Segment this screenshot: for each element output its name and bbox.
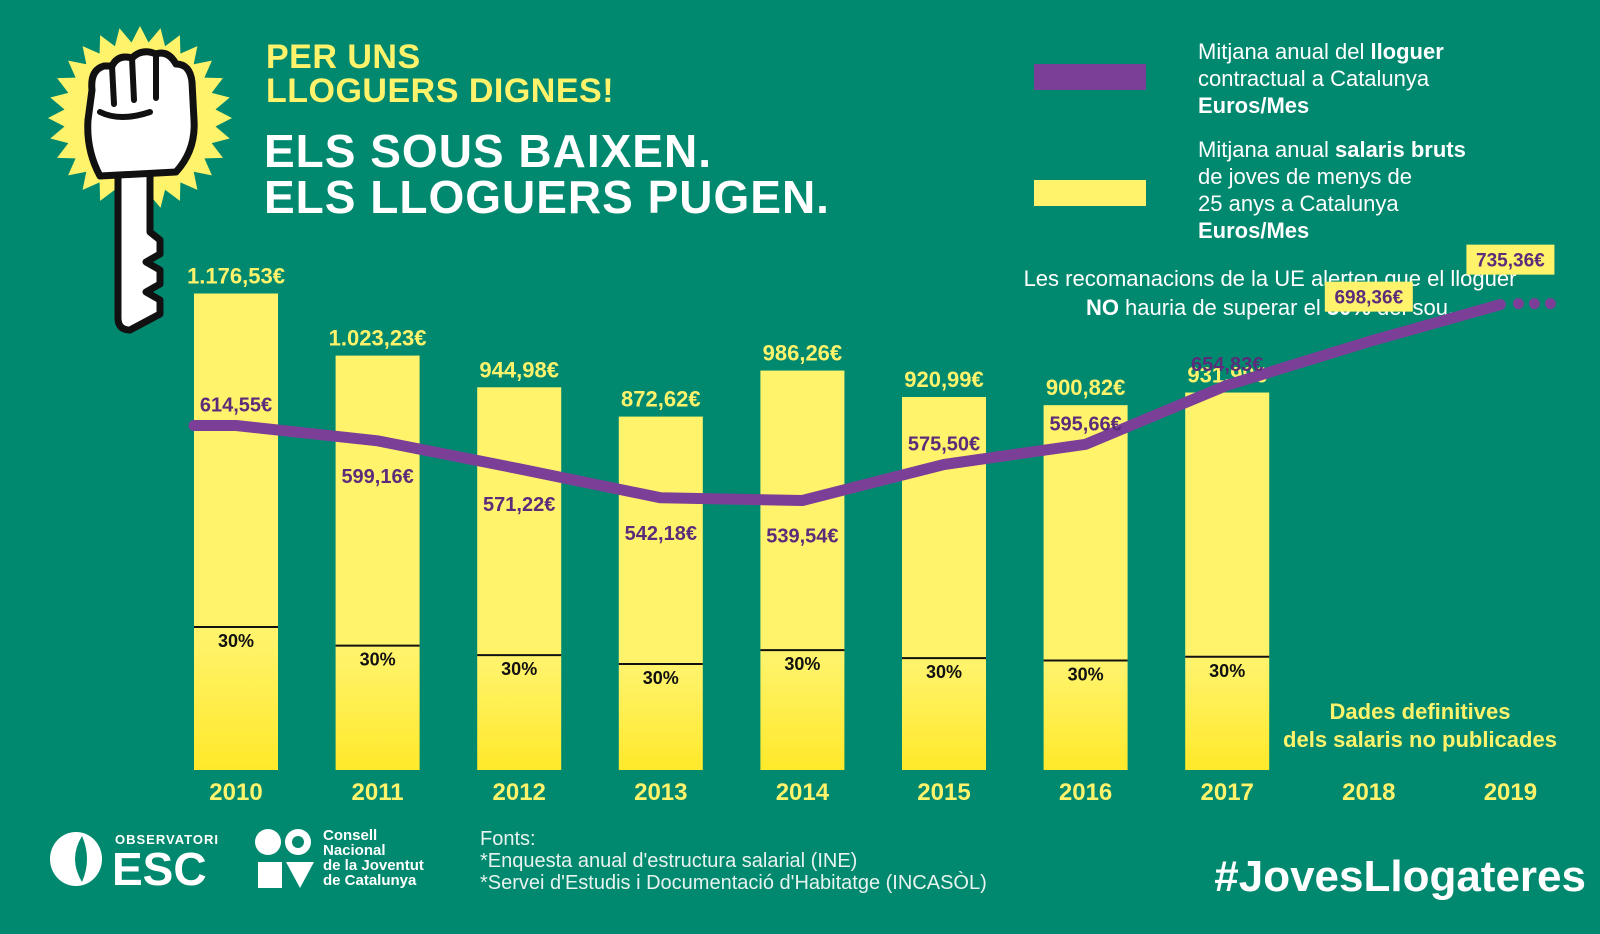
legend-salary-pre: Mitjana anual	[1198, 137, 1335, 162]
legend-rent-unit: Euros/Mes	[1198, 92, 1528, 119]
rent-value-label-2010: 614,55€	[200, 394, 272, 416]
salary-bar-2016	[1043, 405, 1128, 770]
legend-swatch-rent	[1034, 64, 1146, 90]
rent-value-label-2016: 595,66€	[1049, 413, 1121, 435]
legend-swatch-salary	[1034, 180, 1146, 206]
threshold-label-2015: 30%	[926, 662, 962, 682]
rent-value-label-2014: 539,54€	[766, 525, 838, 547]
threshold-label-2017: 30%	[1209, 661, 1245, 681]
eu-note-line-1: Les recomanacions de la UE alerten que e…	[1023, 266, 1517, 291]
headline-line-1: ELS SOUS BAIXEN.	[264, 125, 712, 177]
rent-value-label-2013: 542,18€	[625, 523, 697, 545]
observatori-label: OBSERVATORI	[115, 832, 219, 847]
salary-value-label-2014: 986,26€	[763, 341, 843, 366]
threshold-label-2011: 30%	[360, 650, 396, 670]
source-incasol: *Servei d'Estudis i Documentació d'Habit…	[480, 872, 987, 894]
unpublished-note-line-2: dels salaris no publicades	[1283, 727, 1557, 752]
hashtag: #JovesLlogateres	[1214, 852, 1586, 901]
kicker-line-2: LLOGUERS DIGNES!	[266, 72, 615, 110]
salary-value-label-2013: 872,62€	[621, 387, 701, 412]
salary-value-label-2016: 900,82€	[1046, 375, 1126, 400]
fist-finger-lines	[97, 51, 159, 120]
threshold-label-2013: 30%	[643, 668, 679, 688]
threshold-label-2010: 30%	[218, 631, 254, 651]
salary-bar-2013	[618, 416, 703, 770]
legend-salary-unit-text: Euros/Mes	[1198, 218, 1310, 243]
observatori-esc-logo-icon	[50, 832, 102, 886]
cnjc-line-1: Consell	[323, 827, 378, 844]
legend-rent-bold: lloguer	[1370, 39, 1444, 64]
legend-rent-line-1: Mitjana anual del lloguer	[1198, 38, 1528, 65]
year-label-2014: 2014	[776, 779, 830, 806]
salary-value-label-2015: 920,99€	[904, 367, 984, 392]
unpublished-data-note: Dades definitives dels salaris no public…	[1250, 698, 1590, 754]
legend-salary: Mitjana anual salaris bruts de joves de …	[1198, 136, 1528, 244]
salary-bar-2010	[194, 293, 278, 770]
sources-title: Fonts:	[480, 828, 536, 850]
headline: ELS SOUS BAIXEN. ELS LLOGUERS PUGEN.	[264, 128, 884, 220]
threshold-label-2014: 30%	[784, 654, 820, 674]
salary-bar-2012	[477, 387, 562, 770]
rent-value-label-2018: 698,36€	[1334, 288, 1403, 309]
legend-salary-unit: Euros/Mes	[1198, 217, 1528, 244]
rent-value-label-2012: 571,22€	[483, 494, 555, 516]
rent-continuation-dot-2	[1528, 298, 1540, 310]
year-label-2012: 2012	[493, 779, 546, 806]
key-fist-emblem	[48, 26, 232, 334]
year-label-2013: 2013	[634, 779, 687, 806]
unpublished-note-line-1: Dades definitives	[1329, 699, 1511, 724]
cnjc-logo-icon	[255, 829, 314, 888]
year-label-2015: 2015	[917, 779, 970, 806]
salary-value-label-2012: 944,98€	[479, 357, 559, 382]
cnjc-line-3: de la Joventut	[323, 857, 424, 874]
headline-line-2: ELS LLOGUERS PUGEN.	[264, 171, 830, 223]
rent-value-label-2017: 654,83€	[1191, 354, 1263, 376]
kicker-title: PER UNS LLOGUERS DIGNES!	[266, 40, 686, 108]
cnjc-line-4: de Catalunya	[323, 872, 417, 889]
eu-note-mid: hauria de superar el	[1118, 295, 1327, 320]
threshold-label-2016: 30%	[1068, 665, 1104, 685]
year-label-2019: 2019	[1484, 779, 1537, 806]
cnjc-line-2: Nacional	[323, 842, 386, 859]
salary-value-label-2011: 1.023,23€	[329, 326, 427, 351]
sources: Fonts: *Enquesta anual d'estructura sala…	[480, 828, 1120, 894]
legend-salary-line-3: 25 anys a Catalunya	[1198, 191, 1399, 216]
rent-continuation-dot-3	[1544, 298, 1556, 310]
cnjc-label: Consell Nacional de la Joventut de Catal…	[323, 828, 463, 888]
salary-value-label-2010: 1.176,53€	[187, 264, 285, 289]
salary-bar-2017	[1185, 392, 1270, 770]
source-ine: *Enquesta anual d'estructura salarial (I…	[480, 850, 858, 872]
rent-continuation-dot-1	[1512, 298, 1524, 310]
year-label-2010: 2010	[209, 779, 262, 806]
legend-salary-line-2: de joves de menys de	[1198, 164, 1413, 189]
threshold-label-2012: 30%	[501, 659, 537, 679]
legend-rent: Mitjana anual del lloguer contractual a …	[1198, 38, 1528, 119]
rent-label-box-2018	[1324, 281, 1413, 312]
legend-salary-bold: salaris bruts	[1334, 137, 1466, 162]
rent-series-line	[188, 299, 1506, 506]
legend-rent-pre: Mitjana anual del	[1198, 39, 1371, 64]
rent-label-box-2019	[1466, 244, 1555, 275]
key-icon	[114, 166, 164, 334]
esc-label: ESC	[112, 843, 207, 895]
eu-note-no: NO	[1085, 295, 1119, 320]
year-label-2011: 2011	[352, 779, 404, 806]
rent-value-label-2011: 599,16€	[341, 466, 413, 488]
legend-rent-line-2: contractual a Catalunya	[1198, 66, 1430, 91]
kicker-line-1: PER UNS	[266, 38, 421, 76]
salary-bar-2014	[760, 370, 845, 770]
legend-rent-unit-text: Euros/Mes	[1198, 93, 1310, 118]
year-label-2017: 2017	[1201, 779, 1254, 806]
year-label-2018: 2018	[1342, 779, 1395, 806]
legend-salary-line-1: Mitjana anual salaris bruts	[1198, 136, 1528, 163]
rent-value-label-2015: 575,50€	[908, 434, 980, 456]
rent-value-label-2019: 735,36€	[1476, 251, 1545, 272]
salary-bar-2011	[335, 355, 420, 770]
year-label-2016: 2016	[1059, 779, 1112, 806]
